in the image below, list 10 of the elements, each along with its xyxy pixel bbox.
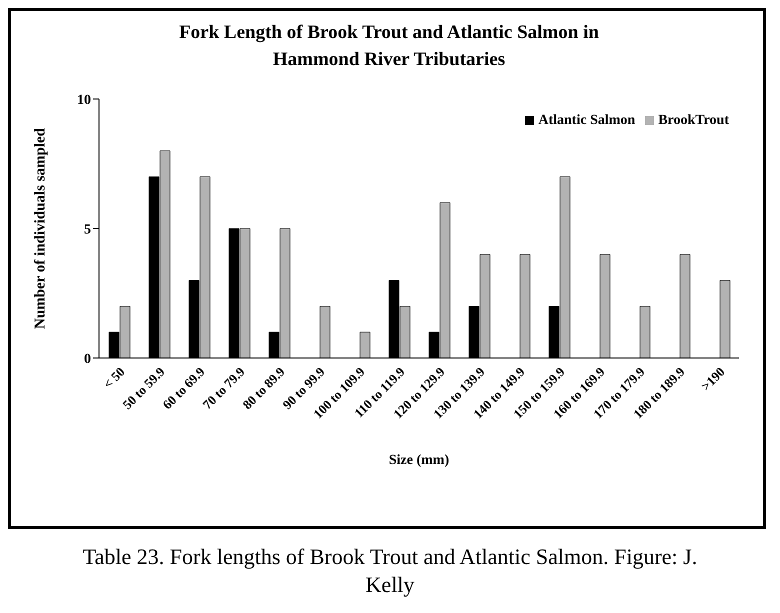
legend-label: Atlantic Salmon xyxy=(538,113,636,128)
x-axis-title: Size (mm) xyxy=(388,452,450,470)
caption: Table 23. Fork lengths of Brook Trout and Atlantic Salmon. Figure: J. Kelly xyxy=(82,543,698,599)
y-axis-title: Number of individuals sampled xyxy=(32,127,48,330)
y-tick-label: 10 xyxy=(77,92,91,108)
chart-title: Fork Length of Brook Trout and Atlantic Salmon in Hammond River Tributaries xyxy=(178,21,600,72)
y-tick-label: 5 xyxy=(84,222,91,238)
legend-label: BrookTrout xyxy=(658,113,729,128)
x-tick-label: < 50 xyxy=(100,364,128,392)
y-tick-label: 0 xyxy=(84,352,91,367)
